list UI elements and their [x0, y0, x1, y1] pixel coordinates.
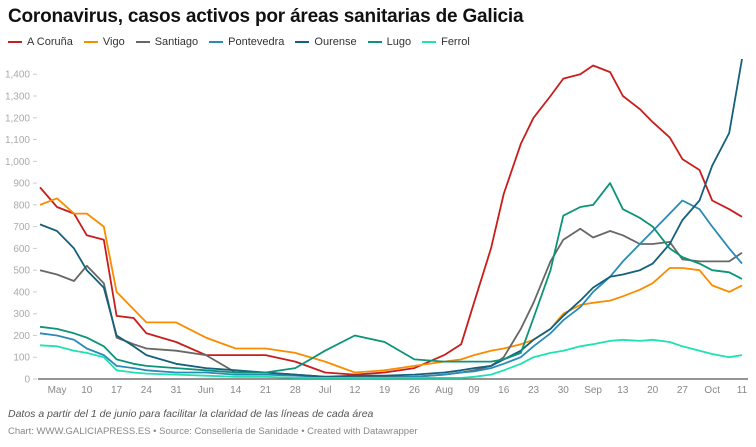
y-tick-label: 400 — [13, 287, 30, 298]
y-tick-label: 700 — [13, 222, 30, 233]
legend-item: Santiago — [135, 36, 199, 48]
legend-swatch — [8, 41, 22, 43]
x-tick-label: 09 — [468, 385, 480, 396]
legend-label: Vigo — [102, 36, 125, 48]
x-tick-label: 30 — [558, 385, 570, 396]
y-tick-label: 1,300 — [5, 92, 30, 103]
legend-item: A Coruña — [8, 36, 73, 48]
x-tick-label: 12 — [349, 385, 361, 396]
x-tick-label: Jul — [319, 385, 332, 396]
y-tick-label: 500 — [13, 266, 30, 277]
legend-item: Ourense — [295, 36, 357, 48]
line-chart: 0 100 200 300 400 500 600 700 800 900 1,000 1,100 1,… — [5, 58, 748, 396]
series-line-pontevedra — [39, 199, 743, 379]
series-line-ferrol — [39, 338, 743, 379]
y-tick-label: 1,400 — [5, 70, 30, 81]
x-tick-label: 10 — [81, 385, 93, 396]
x-tick-label: 19 — [379, 385, 391, 396]
y-tick-label: 600 — [13, 244, 30, 255]
legend-swatch — [83, 41, 98, 43]
series-line-lugo — [39, 182, 743, 374]
legend-item: Ferrol — [422, 36, 470, 48]
legend-label: Pontevedra — [228, 36, 285, 48]
y-tick-label: 1,100 — [5, 135, 30, 146]
x-tick-label: Aug — [435, 385, 453, 396]
legend-item: Pontevedra — [209, 36, 284, 48]
x-tick-label: 28 — [290, 385, 302, 396]
chart-title: Coronavirus, casos activos por áreas san… — [8, 6, 524, 27]
legend-item: Vigo — [83, 36, 125, 48]
y-tick-label: 1,200 — [5, 113, 30, 124]
y-tick-label: 200 — [13, 331, 30, 342]
series-line-a-coru-a — [39, 64, 743, 376]
y-tick-label: 900 — [13, 179, 30, 190]
legend-label: Ourense — [314, 36, 357, 48]
legend-label: Santiago — [154, 36, 199, 48]
series-line-vigo — [39, 197, 743, 374]
x-tick-label: 17 — [111, 385, 123, 396]
x-tick-label: Sep — [584, 385, 602, 396]
x-tick-label: 26 — [409, 385, 421, 396]
x-tick-label: May — [48, 385, 67, 396]
y-tick-label: 100 — [13, 353, 30, 364]
x-tick-label: 27 — [677, 385, 689, 396]
x-tick-label: 24 — [141, 385, 153, 396]
x-tick-label: 14 — [230, 385, 242, 396]
x-tick-label: 20 — [647, 385, 659, 396]
x-tick-label: 31 — [171, 385, 183, 396]
x-tick-label: 11 — [737, 385, 748, 396]
series-line-ourense — [39, 58, 743, 378]
legend: A Coruña Vigo Santiago Pontevedra Ourense Lug… — [8, 36, 470, 48]
chart-source: Chart: WWW.GALICIAPRESS.ES • Source: Con… — [8, 426, 418, 437]
legend-label: Ferrol — [441, 36, 470, 48]
legend-swatch — [209, 41, 224, 43]
x-tick-label: 23 — [528, 385, 540, 396]
y-tick-label: 1,000 — [5, 157, 30, 168]
x-tick-label: 16 — [498, 385, 510, 396]
y-tick-label: 800 — [13, 200, 30, 211]
legend-swatch — [422, 41, 437, 43]
legend-swatch — [295, 41, 310, 43]
x-tick-label: 21 — [260, 385, 272, 396]
y-tick-label: 300 — [13, 309, 30, 320]
y-tick-label: 0 — [24, 375, 30, 386]
legend-swatch — [367, 41, 382, 43]
x-tick-label: Jun — [198, 385, 214, 396]
chart-note: Datos a partir del 1 de junio para facil… — [8, 408, 374, 420]
legend-swatch — [135, 41, 150, 43]
legend-label: Lugo — [386, 36, 412, 48]
legend-item: Lugo — [367, 36, 412, 48]
legend-label: A Coruña — [27, 36, 73, 48]
x-tick-label: Oct — [704, 385, 720, 396]
x-tick-label: 13 — [617, 385, 629, 396]
